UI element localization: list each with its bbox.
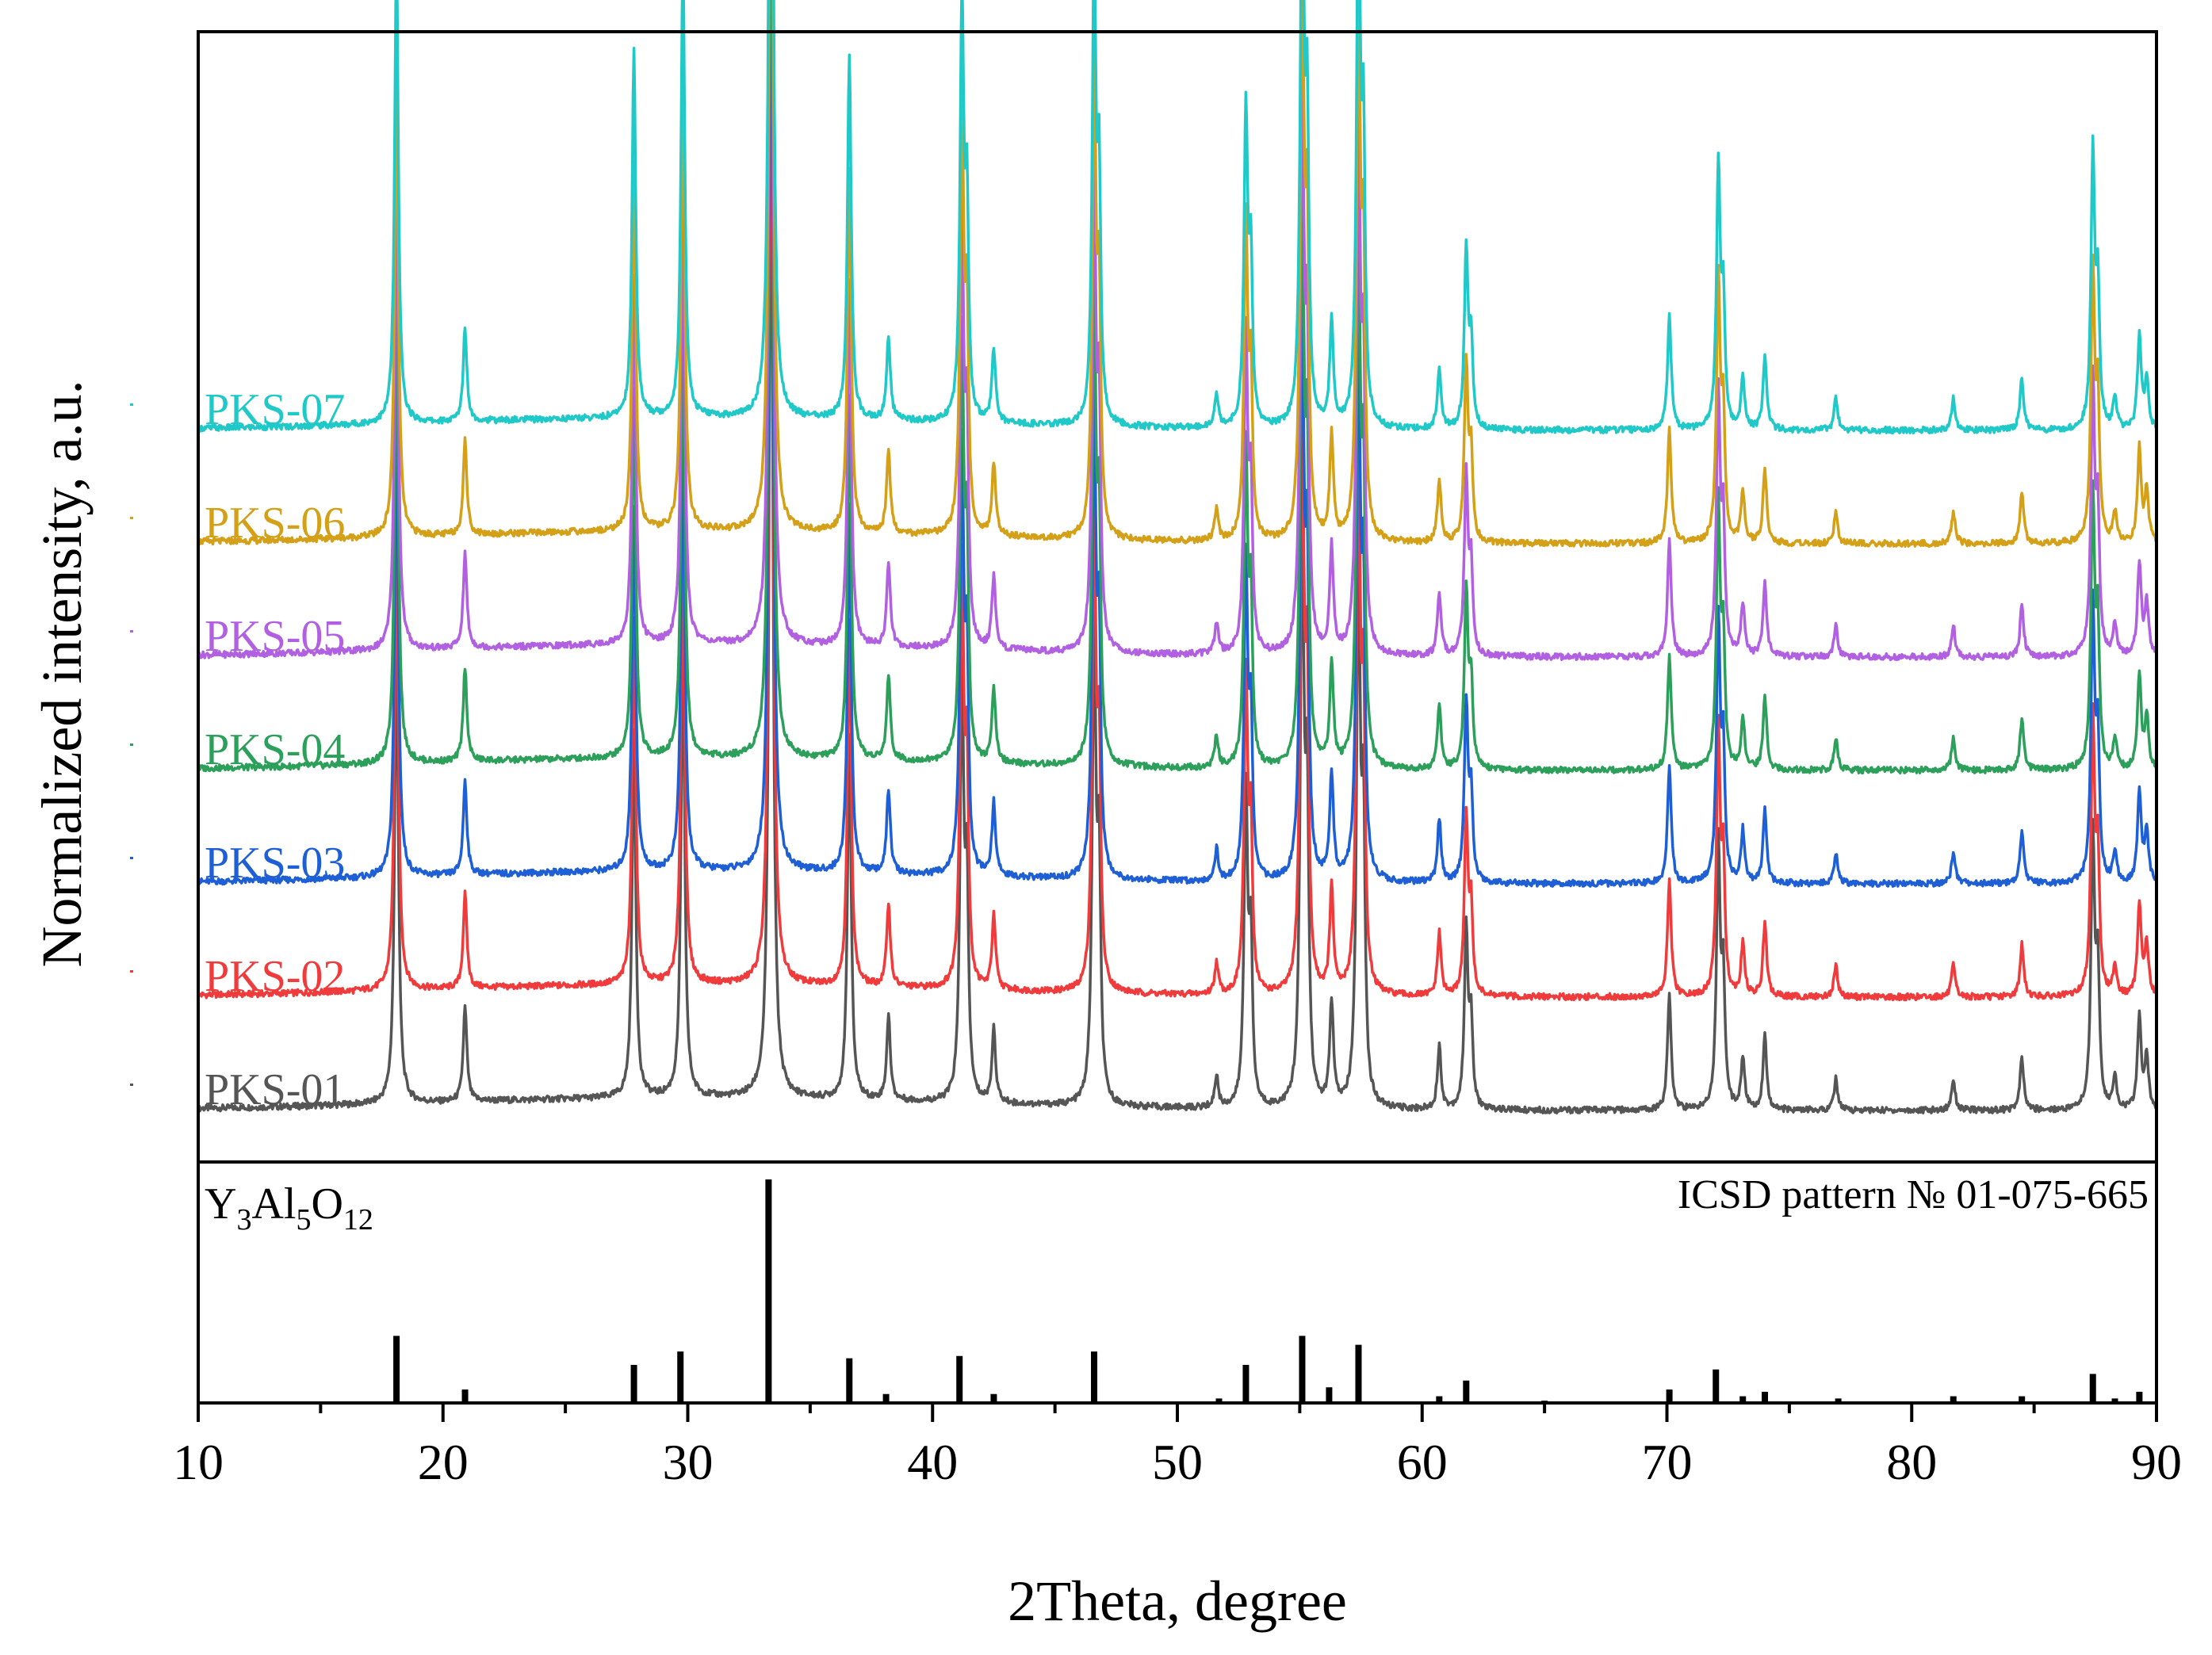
trace-pks-06 [197, 0, 2158, 548]
trace-pks-03 [197, 0, 2158, 889]
x-tick-label: 90 [2131, 1434, 2182, 1490]
x-tick-label: 70 [1642, 1434, 1693, 1490]
series-label-pks-07: PKS-07 [205, 385, 345, 434]
series-marker-pks-05 [130, 630, 133, 633]
series-marker-pks-01 [130, 1084, 133, 1086]
x-axis-ticks [197, 1403, 2158, 1422]
series-label-pks-05: PKS-05 [205, 612, 345, 661]
trace-pks-04 [197, 0, 2157, 775]
reference-pattern-label: ICSD pattern № 01-075-665 [1678, 1172, 2149, 1217]
trace-pks-07 [197, 0, 2158, 435]
x-tick-label: 30 [663, 1434, 714, 1490]
trace-pks-01 [197, 48, 2158, 1114]
x-tick-label: 60 [1397, 1434, 1448, 1490]
y-axis-title: Normalized intensity, a.u. [30, 380, 94, 967]
series-label-layer: PKS-01 PKS-02 PKS-03 PKS-04 PKS-05 PKS-06 PKS-… [130, 385, 345, 1114]
series-label-pks-04: PKS-04 [205, 725, 345, 774]
series-marker-pks-04 [130, 743, 133, 746]
series-marker-pks-07 [130, 403, 133, 406]
series-label-pks-06: PKS-06 [205, 499, 345, 548]
x-tick-label: 50 [1152, 1434, 1203, 1490]
series-marker-pks-02 [130, 970, 133, 973]
trace-pks-05 [197, 0, 2158, 662]
x-tick-label: 20 [418, 1434, 469, 1490]
series-label-pks-02: PKS-02 [205, 952, 345, 1001]
series-marker-pks-03 [130, 857, 133, 859]
x-axis-tick-labels: 10 20 30 40 50 60 70 80 90 [173, 1434, 2182, 1490]
series-label-pks-01: PKS-01 [205, 1065, 345, 1114]
series-marker-pks-06 [130, 517, 133, 519]
x-axis-title: 2Theta, degree [1008, 1569, 1347, 1633]
reference-formula: Y3Al5O12 [205, 1179, 373, 1236]
x-tick-label: 10 [173, 1434, 224, 1490]
trace-pks-02 [197, 0, 2157, 1002]
x-tick-label: 40 [907, 1434, 958, 1490]
series-label-pks-03: PKS-03 [205, 839, 345, 888]
trace-layer [197, 0, 2158, 1114]
x-tick-label: 80 [1886, 1434, 1937, 1490]
